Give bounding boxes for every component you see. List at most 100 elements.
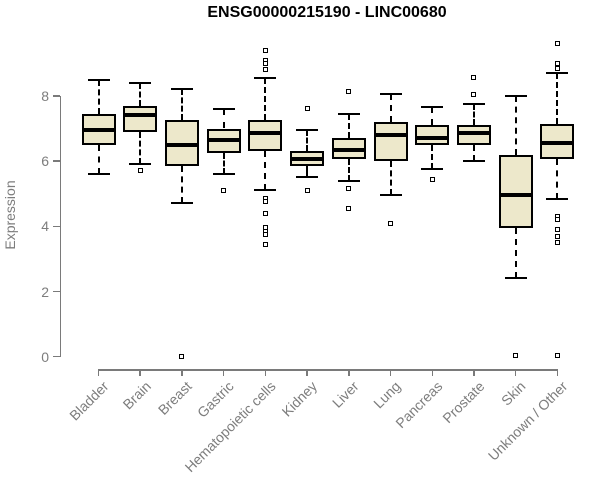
y-axis-title: Expression — [2, 180, 18, 250]
outlier-point — [262, 241, 268, 247]
median-line — [292, 157, 323, 162]
median-line — [208, 137, 239, 142]
x-tick-label: Breast — [155, 378, 196, 418]
whisker-cap-top — [129, 81, 152, 84]
outlier-point — [262, 231, 268, 237]
y-tick — [53, 355, 60, 358]
y-tick-label: 4 — [41, 218, 49, 235]
x-axis-line — [97, 369, 559, 371]
median-line — [250, 131, 281, 136]
whisker-cap-top — [296, 129, 319, 132]
outlier-point — [304, 187, 310, 193]
outlier-point — [346, 205, 352, 211]
median-line — [125, 113, 156, 118]
whisker-lower — [306, 165, 309, 178]
median-line — [500, 193, 531, 198]
whisker-lower — [472, 144, 475, 162]
whisker-cap-bottom — [212, 173, 235, 176]
x-tick — [181, 369, 183, 376]
whisker-cap-bottom — [462, 160, 485, 163]
whisker-lower — [347, 159, 350, 181]
whisker-lower — [222, 152, 225, 175]
box-iqr — [123, 105, 158, 132]
whisker-cap-top — [212, 107, 235, 110]
x-tick-label: Kidney — [278, 378, 321, 420]
whisker-cap-top — [337, 112, 360, 115]
whisker-cap-bottom — [87, 173, 110, 176]
median-line — [542, 141, 573, 146]
x-tick — [222, 369, 225, 376]
outlier-point — [554, 217, 560, 223]
box-iqr — [81, 113, 116, 145]
box-iqr — [373, 121, 408, 162]
x-tick-label: Skin — [498, 378, 530, 409]
whisker-upper — [347, 113, 350, 139]
box-iqr — [498, 154, 533, 228]
whisker-upper — [431, 107, 434, 126]
x-tick — [431, 369, 433, 376]
outlier-point — [471, 91, 477, 97]
median-line — [333, 147, 364, 152]
whisker-cap-bottom — [379, 194, 402, 197]
outlier-point — [262, 67, 268, 73]
outlier-point — [262, 60, 268, 66]
whisker-cap-top — [504, 94, 527, 97]
outlier-point — [137, 168, 143, 174]
outlier-point — [554, 227, 560, 233]
outlier-point — [554, 41, 560, 47]
whisker-lower — [514, 227, 517, 279]
whisker-cap-bottom — [170, 202, 193, 205]
whisker-upper — [472, 104, 475, 126]
whisker-lower — [431, 144, 434, 170]
outlier-point — [262, 47, 268, 53]
outlier-point — [262, 199, 268, 205]
x-tick — [97, 369, 100, 376]
chart-title: ENSG00000215190 - LINC00680 — [207, 4, 447, 21]
whisker-cap-top — [546, 72, 569, 75]
whisker-cap-bottom — [129, 163, 152, 166]
outlier-point — [346, 186, 352, 192]
x-tick-label: Brain — [119, 378, 154, 413]
x-tick — [389, 369, 392, 376]
box-iqr — [206, 128, 241, 153]
outlier-point — [554, 60, 560, 66]
x-tick-label: Lung — [370, 378, 404, 412]
y-tick-label: 6 — [41, 153, 49, 170]
whisker-lower — [264, 151, 267, 191]
median-line — [166, 142, 197, 147]
whisker-lower — [180, 165, 183, 204]
box-iqr — [164, 120, 199, 166]
x-tick — [139, 369, 141, 376]
outlier-point — [346, 88, 352, 94]
whisker-upper — [389, 94, 392, 122]
outlier-point — [304, 106, 310, 112]
median-line — [83, 128, 114, 133]
whisker-cap-bottom — [421, 168, 444, 171]
outlier-point — [513, 352, 519, 358]
x-tick — [264, 369, 267, 376]
whisker-cap-top — [462, 103, 485, 106]
x-tick-label: Prostate — [439, 378, 488, 427]
whisker-upper — [306, 130, 309, 152]
whisker-cap-top — [87, 78, 110, 81]
whisker-lower — [389, 161, 392, 196]
outlier-point — [554, 352, 560, 358]
y-axis-line — [59, 95, 61, 357]
whisker-cap-bottom — [296, 176, 319, 179]
whisker-upper — [180, 89, 183, 121]
whisker-upper — [556, 73, 559, 124]
x-tick-label: Unknown / Other — [485, 378, 571, 464]
whisker-upper — [264, 77, 267, 121]
y-tick-label: 2 — [41, 283, 49, 300]
y-tick — [53, 225, 60, 228]
whisker-lower — [556, 159, 559, 199]
whisker-cap-bottom — [546, 197, 569, 200]
x-tick — [556, 369, 559, 376]
outlier-point — [554, 233, 560, 239]
whisker-lower — [139, 131, 142, 165]
whisker-cap-top — [421, 106, 444, 109]
box-iqr — [248, 120, 283, 152]
box-iqr — [290, 151, 325, 166]
whisker-cap-bottom — [504, 277, 527, 280]
box-iqr — [415, 125, 450, 145]
